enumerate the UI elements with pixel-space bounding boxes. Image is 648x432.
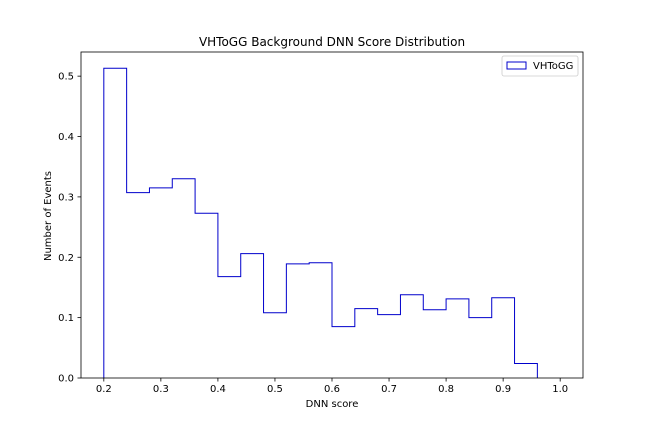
y-tick-label: 0.2 xyxy=(58,253,74,264)
x-axis-title: DNN score xyxy=(306,399,359,410)
x-tick-label: 1.0 xyxy=(552,384,568,395)
x-tick-label: 0.8 xyxy=(438,384,454,395)
y-tick-label: 0.1 xyxy=(58,313,74,324)
y-tick-label: 0.3 xyxy=(58,192,74,203)
legend-box xyxy=(501,55,579,77)
legend-swatch xyxy=(506,61,527,70)
y-tick-label: 0.4 xyxy=(58,132,74,143)
histogram-step-line xyxy=(103,67,538,378)
plot-frame xyxy=(80,51,584,379)
y-tick-label: 0.5 xyxy=(58,72,74,83)
legend-label: VHToGG xyxy=(533,61,573,72)
x-axis: 0.2 0.3 0.4 0.5 0.6 0.7 0.8 0.9 1.0 xyxy=(96,378,568,395)
x-tick-label: 0.6 xyxy=(324,384,340,395)
plot-area xyxy=(80,51,584,379)
x-tick-label: 0.4 xyxy=(210,384,226,395)
x-tick-label: 0.9 xyxy=(495,384,511,395)
y-axis: 0.0 0.1 0.2 0.3 0.4 0.5 xyxy=(58,72,81,385)
x-tick-label: 0.2 xyxy=(96,384,112,395)
y-tick-label: 0.0 xyxy=(58,374,74,385)
chart-title: VHToGG Background DNN Score Distribution xyxy=(199,35,465,49)
y-axis-title: Number of Events xyxy=(43,171,54,261)
legend: VHToGG xyxy=(501,55,579,77)
x-tick-label: 0.5 xyxy=(267,384,283,395)
x-tick-label: 0.3 xyxy=(153,384,169,395)
x-tick-label: 0.7 xyxy=(381,384,397,395)
